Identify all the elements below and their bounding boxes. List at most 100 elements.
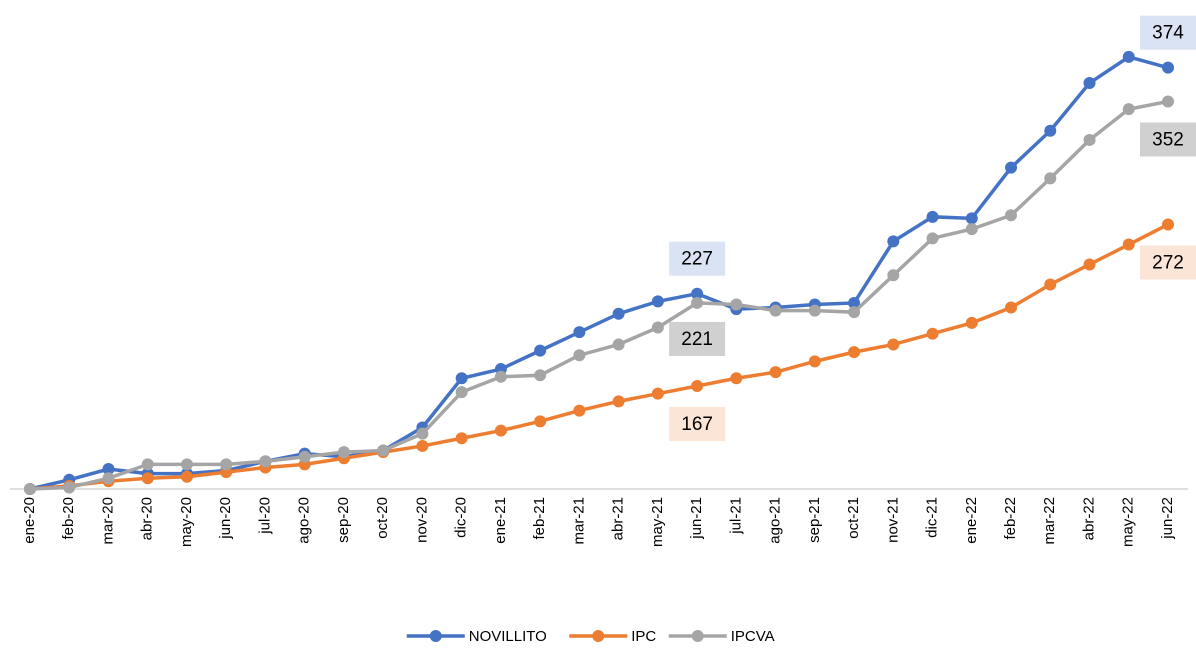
point <box>1122 238 1135 251</box>
point <box>180 470 193 483</box>
x-tick-label: ene-22 <box>963 497 980 544</box>
point <box>573 349 586 362</box>
point <box>651 387 664 400</box>
x-tick-label: ago-20 <box>296 497 313 544</box>
point <box>416 439 429 452</box>
point <box>455 432 468 445</box>
point <box>1083 133 1096 146</box>
point <box>1162 218 1174 231</box>
x-tick-label: mar-20 <box>99 497 116 545</box>
point <box>377 444 390 457</box>
legend-label: NOVILLITO <box>469 628 547 645</box>
point <box>1083 77 1096 90</box>
x-tick-label: abr-20 <box>139 497 156 540</box>
x-tick-label: jun-22 <box>1159 497 1176 540</box>
point <box>534 344 547 357</box>
point <box>337 446 350 459</box>
point <box>769 304 782 317</box>
point <box>965 316 978 329</box>
point <box>691 379 704 392</box>
point <box>141 458 154 471</box>
x-tick-label: mar-22 <box>1041 497 1058 545</box>
x-tick-label: mar-21 <box>570 497 587 545</box>
point <box>1162 95 1174 108</box>
point <box>769 366 782 379</box>
legend-marker <box>429 630 442 642</box>
data-label: 227 <box>681 249 713 270</box>
point <box>1005 209 1018 222</box>
x-tick-label: may-22 <box>1120 497 1137 547</box>
point <box>1122 103 1135 116</box>
point <box>1083 258 1096 271</box>
point <box>141 472 154 485</box>
point <box>180 458 193 471</box>
x-tick-label: jun-20 <box>217 497 234 540</box>
series-line <box>29 222 1169 491</box>
point <box>848 306 861 319</box>
point <box>1122 50 1135 63</box>
data-label: 167 <box>681 414 713 435</box>
point <box>612 338 625 351</box>
point <box>1162 61 1174 74</box>
point <box>494 370 507 383</box>
x-tick-label: feb-20 <box>60 497 77 540</box>
point <box>887 269 900 282</box>
point <box>730 372 743 385</box>
point <box>534 415 547 428</box>
point <box>691 287 704 300</box>
series-line <box>29 99 1169 491</box>
data-label-box <box>669 321 726 356</box>
point <box>926 210 939 223</box>
point <box>1005 161 1018 174</box>
x-tick-label: sep-21 <box>806 497 823 543</box>
point <box>887 338 900 351</box>
legend-marker <box>691 630 704 642</box>
x-tick-label: feb-22 <box>1002 497 1019 540</box>
legend-marker <box>592 630 605 642</box>
point <box>848 296 861 309</box>
point <box>102 463 115 476</box>
x-tick-label: nov-21 <box>884 497 901 543</box>
x-tick-label: abr-22 <box>1080 497 1097 540</box>
point <box>573 404 586 417</box>
data-label: 374 <box>1152 23 1184 44</box>
x-tick-label: ene-20 <box>21 497 38 544</box>
point <box>494 424 507 437</box>
point <box>651 321 664 334</box>
point <box>965 212 978 225</box>
legend-label: IPCVA <box>731 628 775 645</box>
point <box>848 346 861 359</box>
point <box>573 326 586 339</box>
point <box>416 427 429 440</box>
point <box>730 298 743 311</box>
point <box>965 223 978 236</box>
x-tick-label: oct-20 <box>374 497 391 539</box>
point <box>926 232 939 245</box>
point <box>455 386 468 399</box>
point <box>887 235 900 248</box>
x-tick-label: jul-20 <box>256 497 273 535</box>
x-tick-label: sep-20 <box>335 497 352 543</box>
point <box>220 458 233 471</box>
x-tick-label: nov-20 <box>413 497 430 543</box>
point <box>808 304 821 317</box>
data-label: 272 <box>1152 253 1184 274</box>
series-line <box>29 55 1169 491</box>
data-label-box <box>1140 15 1196 50</box>
x-tick-label: abr-21 <box>610 497 627 540</box>
x-tick-label: jun-21 <box>688 497 705 540</box>
point <box>612 395 625 408</box>
point <box>63 481 76 494</box>
x-tick-label: feb-21 <box>531 497 548 540</box>
point <box>298 450 311 463</box>
x-tick-label: oct-21 <box>845 497 862 539</box>
point <box>1005 301 1018 314</box>
data-label: 352 <box>1152 130 1184 151</box>
x-tick-label: may-21 <box>649 497 666 547</box>
x-tick-label: jul-21 <box>727 497 744 535</box>
point <box>534 369 547 382</box>
legend-label: IPC <box>631 628 656 645</box>
point <box>651 295 664 308</box>
point <box>259 455 272 468</box>
